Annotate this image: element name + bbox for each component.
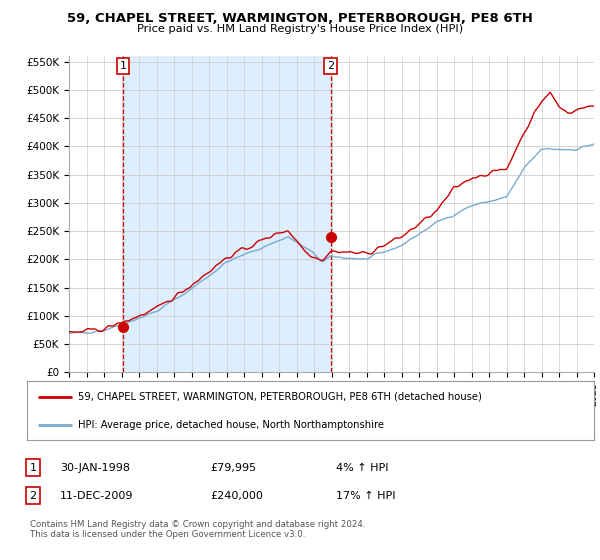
Text: 2: 2 [29, 491, 37, 501]
Text: 1: 1 [29, 463, 37, 473]
Text: 4% ↑ HPI: 4% ↑ HPI [336, 463, 389, 473]
Text: £240,000: £240,000 [210, 491, 263, 501]
Text: 59, CHAPEL STREET, WARMINGTON, PETERBOROUGH, PE8 6TH: 59, CHAPEL STREET, WARMINGTON, PETERBORO… [67, 12, 533, 25]
Text: 1: 1 [119, 60, 127, 71]
Text: 11-DEC-2009: 11-DEC-2009 [60, 491, 133, 501]
Text: 59, CHAPEL STREET, WARMINGTON, PETERBOROUGH, PE8 6TH (detached house): 59, CHAPEL STREET, WARMINGTON, PETERBORO… [78, 391, 482, 402]
Text: £79,995: £79,995 [210, 463, 256, 473]
Text: Contains HM Land Registry data © Crown copyright and database right 2024.
This d: Contains HM Land Registry data © Crown c… [30, 520, 365, 539]
Text: Price paid vs. HM Land Registry's House Price Index (HPI): Price paid vs. HM Land Registry's House … [137, 24, 463, 34]
Text: 2: 2 [327, 60, 334, 71]
Text: HPI: Average price, detached house, North Northamptonshire: HPI: Average price, detached house, Nort… [78, 420, 384, 430]
Text: 17% ↑ HPI: 17% ↑ HPI [336, 491, 395, 501]
Bar [123, 56, 331, 372]
Text: 30-JAN-1998: 30-JAN-1998 [60, 463, 130, 473]
